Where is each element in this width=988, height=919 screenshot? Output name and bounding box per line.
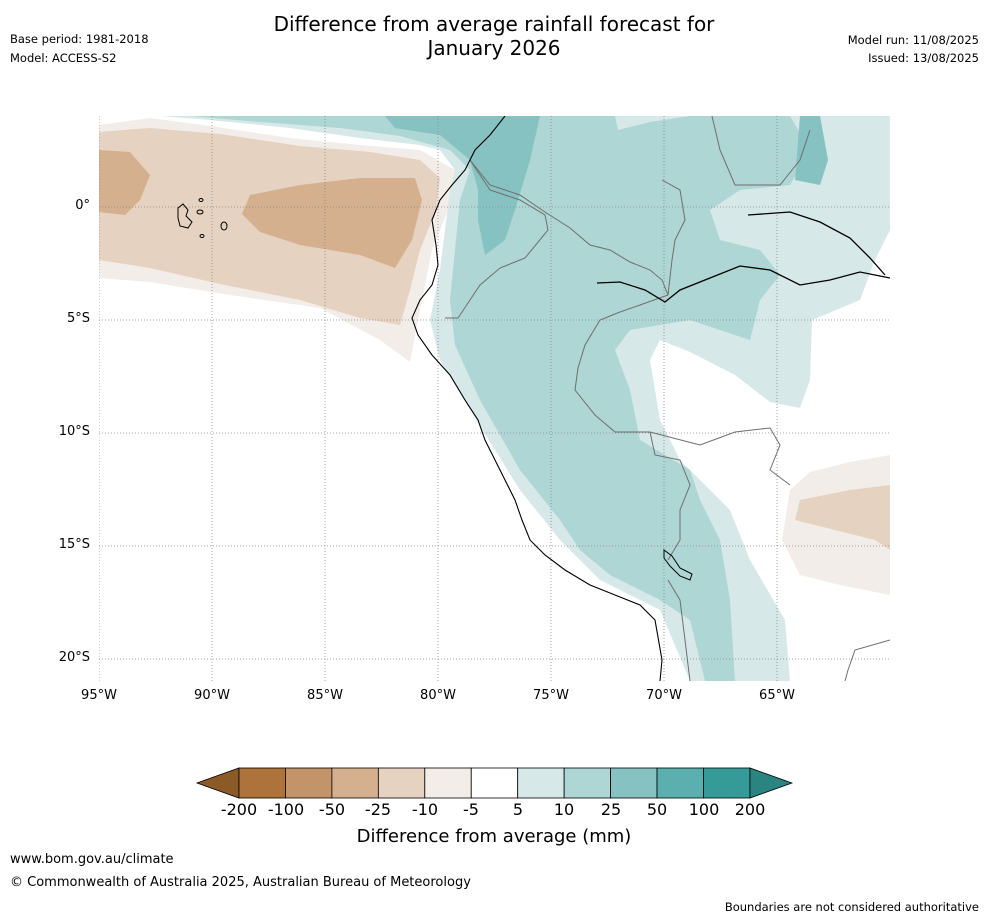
colorbar-segment (470, 767, 519, 799)
lat-label-0: 0° (75, 198, 90, 213)
colorbar-extend-high (749, 767, 794, 799)
colorbar-segment (703, 767, 751, 799)
dry-zone-25-50-east (242, 178, 422, 268)
lon-label-75w: 75°W (533, 688, 569, 703)
map-title-line1: Difference from average rainfall forecas… (273, 12, 715, 36)
colorbar-segments (195, 767, 794, 799)
lon-label-95w: 95°W (81, 688, 117, 703)
boundary-disclaimer: Boundaries are not considered authoritat… (724, 900, 979, 914)
colorbar-segment (331, 767, 379, 799)
colorbar-segment (285, 767, 333, 799)
colorbar-extend-low (195, 767, 240, 799)
base-period-text: Base period: 1981-2018 (10, 32, 149, 46)
colorbar-label: 100 (688, 800, 720, 819)
colorbar-label: -10 (411, 800, 439, 819)
colorbar-segment (656, 767, 704, 799)
colorbar-label: 5 (512, 800, 524, 819)
graticule (99, 116, 890, 681)
lon-label-85w: 85°W (307, 688, 343, 703)
lat-label-20s: 20°S (58, 650, 90, 665)
colorbar-label: 200 (734, 800, 766, 819)
copyright-text: © Commonwealth of Australia 2025, Austra… (10, 875, 471, 890)
colorbar-label: 10 (553, 800, 575, 819)
colorbar-segment (377, 767, 426, 799)
colorbar-title: Difference from average (mm) (356, 826, 632, 847)
lon-label-65w: 65°W (759, 688, 795, 703)
rivers (596, 211, 890, 303)
issued-text: Issued: 13/08/2025 (868, 51, 979, 65)
coastline (411, 116, 663, 681)
colorbar-segment (517, 767, 565, 799)
lon-label-70w: 70°W (646, 688, 682, 703)
map-title: Difference from average rainfall forecas… (0, 12, 988, 60)
dry-zone-25-50-west (99, 150, 150, 215)
colorbar-label: 25 (600, 800, 622, 819)
lat-label-15s: 15°S (58, 537, 90, 552)
galapagos-islands (177, 198, 228, 238)
colorbar-segment (238, 767, 286, 799)
lon-label-90w: 90°W (194, 688, 230, 703)
wet-zone-10-25 (190, 116, 810, 681)
country-borders (445, 116, 890, 681)
colorbar-label: -50 (318, 800, 346, 819)
colorbar-segment (424, 767, 472, 799)
wet-zone-25-50 (385, 116, 540, 255)
colorbar-label: -200 (220, 800, 258, 819)
dry-zone-brazil-10-25 (795, 485, 890, 550)
colorbar-segment (563, 767, 612, 799)
colorbar-label: -5 (463, 800, 479, 819)
colorbar-segment (610, 767, 658, 799)
lat-label-5s: 5°S (66, 311, 90, 326)
model-text: Model: ACCESS-S2 (10, 51, 117, 65)
lake-titicaca (663, 549, 693, 581)
map-title-line2: January 2026 (427, 36, 561, 60)
colorbar-label: -25 (364, 800, 392, 819)
lat-label-10s: 10°S (58, 424, 90, 439)
model-run-text: Model run: 11/08/2025 (847, 33, 979, 47)
lon-label-80w: 80°W (420, 688, 456, 703)
bom-url: www.bom.gov.au/climate (10, 852, 174, 867)
wet-zone-25-50-north (795, 116, 828, 185)
colorbar-label: -100 (267, 800, 305, 819)
colorbar-label: 50 (646, 800, 668, 819)
